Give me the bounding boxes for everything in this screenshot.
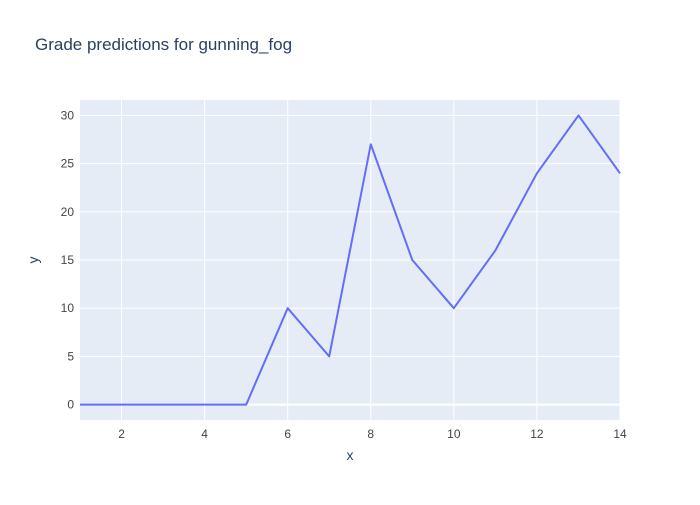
x-axis-label: x bbox=[347, 447, 354, 463]
y-axis-ticks: 0 5 10 15 20 25 30 bbox=[61, 108, 75, 411]
x-tick-label: 8 bbox=[367, 427, 374, 441]
x-tick-label: 14 bbox=[613, 427, 627, 441]
y-tick-label: 0 bbox=[67, 398, 74, 412]
y-tick-label: 15 bbox=[61, 253, 75, 267]
x-axis-ticks: 2 4 6 8 10 12 14 bbox=[118, 427, 627, 441]
y-tick-label: 10 bbox=[61, 301, 75, 315]
x-tick-label: 2 bbox=[118, 427, 125, 441]
x-tick-label: 6 bbox=[284, 427, 291, 441]
y-tick-label: 30 bbox=[61, 108, 75, 122]
y-axis-label: y bbox=[25, 257, 41, 264]
y-tick-label: 20 bbox=[61, 205, 75, 219]
chart-title: Grade predictions for gunning_fog bbox=[35, 35, 292, 54]
x-tick-label: 12 bbox=[530, 427, 544, 441]
y-tick-label: 5 bbox=[67, 349, 74, 363]
x-tick-label: 10 bbox=[447, 427, 461, 441]
x-tick-label: 4 bbox=[201, 427, 208, 441]
y-tick-label: 25 bbox=[61, 157, 75, 171]
